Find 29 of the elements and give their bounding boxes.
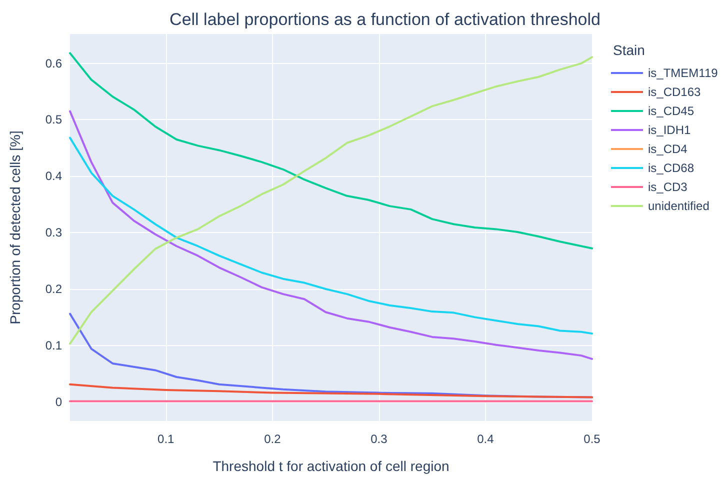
chart-title: Cell label proportions as a function of activation threshold <box>170 10 600 29</box>
legend-title: Stain <box>613 42 645 58</box>
x-tick-label: 0.1 <box>158 432 175 446</box>
legend-label: is_CD3 <box>648 180 688 194</box>
x-tick-label: 0.5 <box>584 432 601 446</box>
line-series <box>69 383 593 398</box>
y-tick-label: 0.2 <box>45 282 62 296</box>
legend-label: is_CD45 <box>648 104 694 118</box>
y-tick-label: 0.5 <box>45 112 62 127</box>
x-axis-title: Threshold t for activation of cell region <box>212 458 450 474</box>
legend-label: is_TMEM119 <box>648 66 718 80</box>
y-tick-label: 0.3 <box>45 226 62 240</box>
legend-label: is_CD68 <box>648 161 694 175</box>
x-tick-label: 0.4 <box>477 432 494 446</box>
legend-label: unidentified <box>648 199 710 213</box>
legend-label: is_IDH1 <box>648 123 692 137</box>
line-series <box>69 110 593 360</box>
y-tick-label: 0.6 <box>45 56 62 70</box>
x-tick-label: 0.3 <box>370 432 388 446</box>
y-tick-label: 0.4 <box>45 169 62 184</box>
line-series <box>69 136 593 335</box>
x-tick-label: 0.2 <box>264 432 282 446</box>
line-series <box>69 56 593 345</box>
y-axis-title: Proportion of detected cells [%] <box>7 130 23 324</box>
legend-label: is_CD163 <box>648 85 702 99</box>
y-tick-label: 0 <box>55 394 62 409</box>
line-series <box>69 52 593 250</box>
legend-label: is_CD4 <box>648 142 688 156</box>
y-tick-label: 0.1 <box>45 338 62 352</box>
